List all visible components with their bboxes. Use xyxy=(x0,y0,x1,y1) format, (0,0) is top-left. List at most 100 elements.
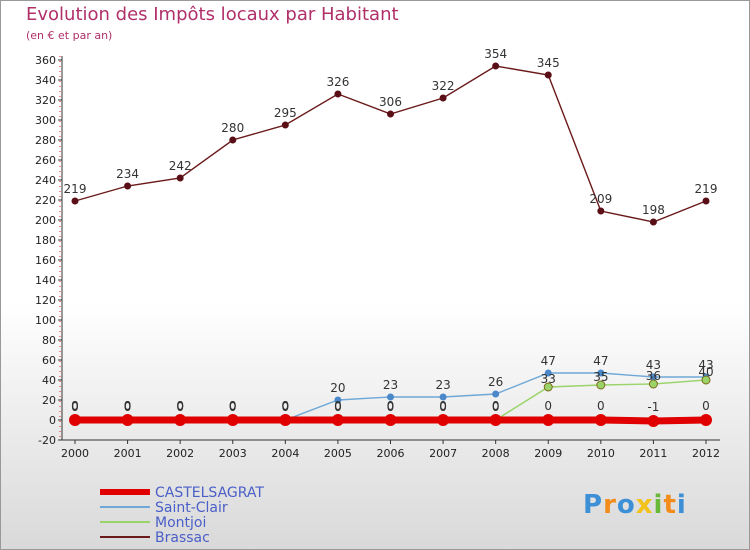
data-label: 0 xyxy=(282,399,290,413)
series-castelsagrat: 0 0 0 0 0 0 0 0 0 0 0 -1 0 xyxy=(69,399,712,427)
data-point xyxy=(594,414,607,426)
x-tick-label: 2002 xyxy=(166,447,194,460)
data-point xyxy=(334,90,342,98)
logo-letter: o xyxy=(616,490,636,520)
data-point xyxy=(121,414,134,426)
y-tick-label: 260 xyxy=(35,154,56,167)
data-point xyxy=(174,414,187,426)
data-label: 198 xyxy=(642,203,665,217)
logo-letter: r xyxy=(603,490,617,520)
y-tick-label: 300 xyxy=(35,114,56,127)
data-label: 0 xyxy=(282,400,290,414)
x-tick-label: 2001 xyxy=(114,447,142,460)
data-point xyxy=(226,414,239,426)
x-tick-label: 2004 xyxy=(271,447,299,460)
legend-label-montjoi: Montjoi xyxy=(155,515,206,531)
data-label: 0 xyxy=(597,399,605,413)
data-label: 0 xyxy=(544,399,552,413)
data-label: 209 xyxy=(589,192,612,206)
legend-label-saint-clair: Saint-Clair xyxy=(155,500,228,516)
series-saint-clair: 0 0 0 0 0 20 23 23 26 47 47 43 43 xyxy=(71,354,714,424)
logo-letter: t xyxy=(663,490,677,520)
data-label: 35 xyxy=(593,370,608,384)
data-label: 280 xyxy=(221,121,244,135)
data-label: 219 xyxy=(695,182,718,196)
data-point xyxy=(544,369,552,377)
data-label: 23 xyxy=(435,378,450,392)
data-point xyxy=(649,373,657,381)
x-tick-label: 2011 xyxy=(639,447,667,460)
data-label: 0 xyxy=(176,399,184,413)
x-tick-label: 2003 xyxy=(219,447,247,460)
data-point xyxy=(331,414,344,426)
data-point xyxy=(489,414,502,426)
data-label: 0 xyxy=(229,399,237,413)
data-label: -1 xyxy=(647,400,659,414)
y-tick-label: 20 xyxy=(42,394,56,407)
chart-title: Evolution des Impôts locaux par Habitant xyxy=(26,4,399,25)
y-tick-label: 240 xyxy=(35,174,56,187)
data-point xyxy=(597,369,605,377)
data-label: 33 xyxy=(541,372,556,386)
data-label: 0 xyxy=(439,399,447,413)
data-point xyxy=(543,382,553,392)
proxiti-logo: Proxiti xyxy=(583,490,687,520)
y-tick-label: 140 xyxy=(35,274,56,287)
data-point xyxy=(437,414,450,426)
y-tick-label: 320 xyxy=(35,94,56,107)
data-point xyxy=(542,414,555,426)
x-tick-label: 2008 xyxy=(482,447,510,460)
data-point xyxy=(700,414,712,426)
data-label: 0 xyxy=(334,400,342,414)
y-tick-label: 80 xyxy=(42,334,56,347)
y-tick-label: 280 xyxy=(35,134,56,147)
logo-letter: i xyxy=(653,490,664,520)
x-tick-label: 2010 xyxy=(587,447,615,460)
data-point xyxy=(701,375,711,385)
data-label: 295 xyxy=(274,106,297,120)
data-label: 0 xyxy=(702,399,710,413)
data-point xyxy=(279,414,292,426)
data-label: 0 xyxy=(71,400,79,414)
data-point xyxy=(702,197,710,205)
data-point xyxy=(596,380,606,390)
data-label: 322 xyxy=(432,79,455,93)
data-point xyxy=(69,414,81,426)
legend-label-brassac: Brassac xyxy=(155,530,210,546)
data-point xyxy=(492,62,500,70)
data-label: 219 xyxy=(64,182,87,196)
data-label: 0 xyxy=(176,400,184,414)
data-point xyxy=(176,174,184,182)
data-point xyxy=(597,207,605,215)
x-tick-label: 2000 xyxy=(61,447,89,460)
y-tick-label: 180 xyxy=(35,234,56,247)
data-label: 0 xyxy=(124,399,132,413)
logo-letter: x xyxy=(635,490,654,520)
data-label: 0 xyxy=(334,399,342,413)
data-label: 306 xyxy=(379,95,402,109)
data-label: 0 xyxy=(124,399,132,413)
data-point xyxy=(649,218,657,226)
y-tick-label: 160 xyxy=(35,254,56,267)
data-point xyxy=(647,415,660,427)
data-label: 234 xyxy=(116,167,139,181)
data-label: 0 xyxy=(282,399,290,413)
data-label: 20 xyxy=(330,381,345,395)
x-tick-label: 2012 xyxy=(692,447,720,460)
data-label: 0 xyxy=(387,399,395,413)
data-point xyxy=(387,110,394,118)
x-tick-label: 2007 xyxy=(429,447,457,460)
data-label: 0 xyxy=(387,400,395,414)
data-label: 36 xyxy=(646,369,661,383)
y-tick-label: 120 xyxy=(35,294,56,307)
data-point xyxy=(124,182,132,190)
data-label: 0 xyxy=(492,400,500,414)
data-label: 0 xyxy=(71,399,79,413)
y-tick-label: 200 xyxy=(35,214,56,227)
x-tick-label: 2005 xyxy=(324,447,352,460)
data-label: 0 xyxy=(439,400,447,414)
chart-subtitle: (en € et par an) xyxy=(26,29,113,42)
data-point xyxy=(492,390,500,398)
data-label: 0 xyxy=(176,399,184,413)
